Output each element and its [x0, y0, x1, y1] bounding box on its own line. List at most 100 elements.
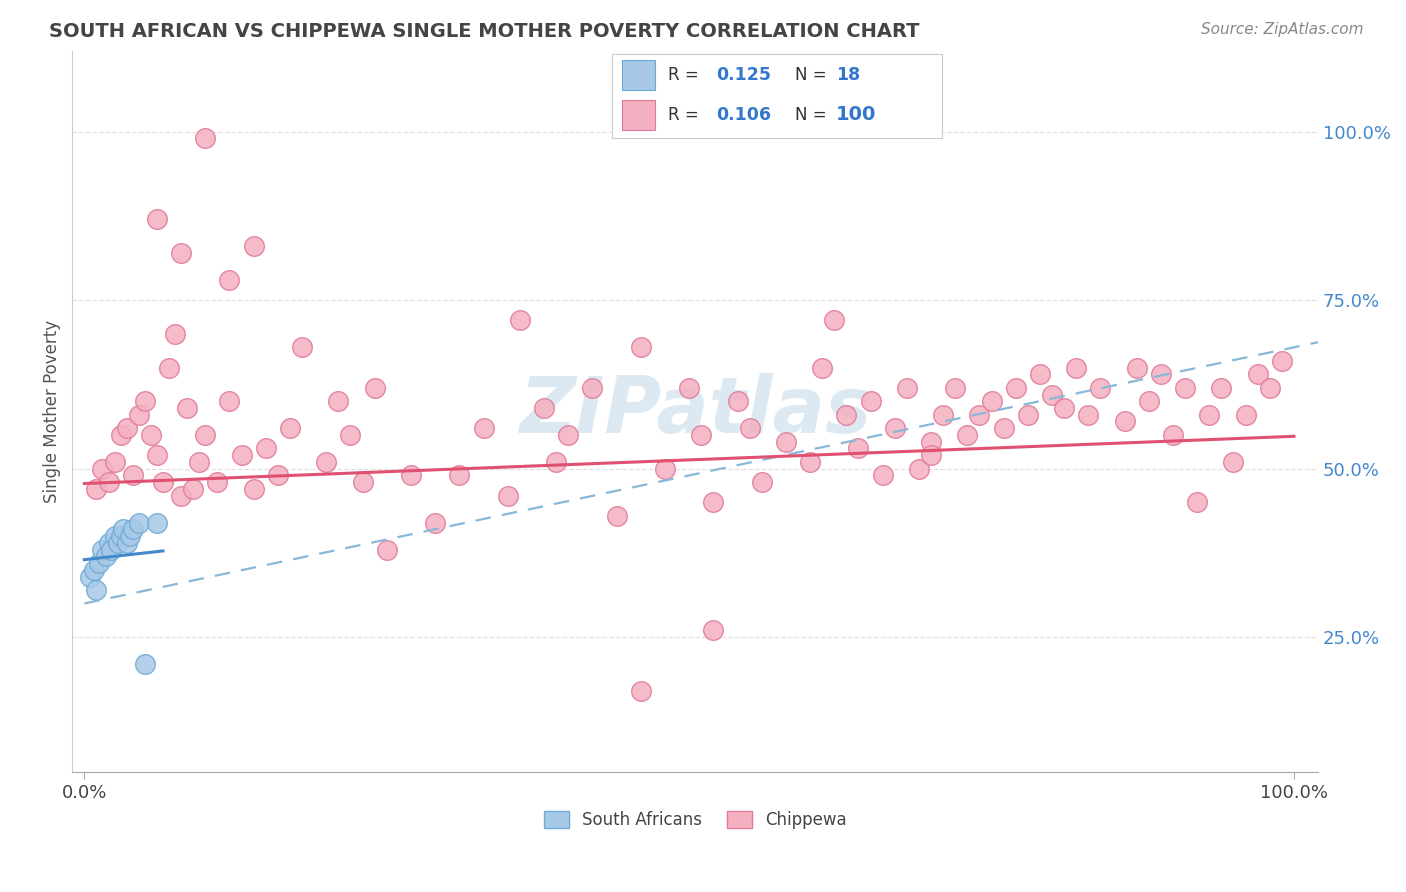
Point: [91, 542, 114, 557]
Point: [702, 495, 724, 509]
Point: [242, 239, 264, 253]
Point: [920, 434, 942, 449]
Point: [509, 313, 531, 327]
Point: [103, 455, 125, 469]
Point: [1211, 381, 1233, 395]
Point: [883, 421, 905, 435]
Point: [1077, 408, 1099, 422]
Point: [97, 536, 120, 550]
Point: [702, 624, 724, 638]
Point: [848, 442, 870, 456]
Point: [908, 461, 931, 475]
Text: 0.125: 0.125: [716, 66, 770, 84]
Point: [533, 401, 555, 415]
Point: [1222, 455, 1244, 469]
Point: [218, 273, 240, 287]
Point: [956, 428, 979, 442]
Point: [146, 448, 169, 462]
Point: [546, 455, 568, 469]
Point: [83, 563, 105, 577]
Point: [352, 475, 374, 490]
Text: 0.106: 0.106: [716, 106, 770, 124]
Point: [112, 522, 135, 536]
Point: [91, 461, 114, 475]
Point: [110, 428, 132, 442]
Point: [242, 482, 264, 496]
Point: [943, 381, 966, 395]
Point: [157, 360, 180, 375]
Point: [79, 569, 101, 583]
Point: [738, 421, 761, 435]
Point: [1064, 360, 1087, 375]
Point: [1234, 408, 1257, 422]
Point: [1090, 381, 1112, 395]
Point: [194, 131, 217, 145]
Text: SOUTH AFRICAN VS CHIPPEWA SINGLE MOTHER POVERTY CORRELATION CHART: SOUTH AFRICAN VS CHIPPEWA SINGLE MOTHER …: [49, 22, 920, 41]
Point: [811, 360, 834, 375]
Point: [363, 381, 385, 395]
Point: [1258, 381, 1281, 395]
Point: [121, 468, 143, 483]
Point: [630, 340, 652, 354]
Text: 18: 18: [837, 66, 860, 84]
Point: [254, 442, 277, 456]
Point: [1137, 394, 1160, 409]
Point: [872, 468, 894, 483]
Point: [472, 421, 495, 435]
Point: [751, 475, 773, 490]
Point: [980, 394, 1002, 409]
Point: [1114, 415, 1136, 429]
Text: R =: R =: [668, 66, 704, 84]
Point: [339, 428, 361, 442]
Point: [690, 428, 713, 442]
Point: [1053, 401, 1076, 415]
Point: [146, 212, 169, 227]
Point: [423, 516, 446, 530]
Point: [87, 556, 110, 570]
Point: [328, 394, 350, 409]
Point: [128, 516, 150, 530]
Point: [134, 394, 156, 409]
Point: [606, 508, 628, 523]
Point: [128, 408, 150, 422]
Point: [170, 489, 193, 503]
Point: [630, 684, 652, 698]
Point: [1004, 381, 1026, 395]
Point: [835, 408, 858, 422]
Point: [727, 394, 749, 409]
Point: [1174, 381, 1197, 395]
Text: Source: ZipAtlas.com: Source: ZipAtlas.com: [1201, 22, 1364, 37]
Point: [170, 246, 193, 260]
Point: [188, 455, 211, 469]
Point: [291, 340, 314, 354]
Text: ZIPatlas: ZIPatlas: [519, 374, 872, 450]
Point: [120, 529, 142, 543]
Point: [1246, 368, 1268, 382]
Point: [920, 448, 942, 462]
Point: [103, 529, 125, 543]
Text: N =: N =: [794, 106, 827, 124]
Point: [278, 421, 301, 435]
Point: [375, 542, 398, 557]
Point: [932, 408, 955, 422]
Point: [86, 482, 108, 496]
Point: [97, 475, 120, 490]
Point: [139, 428, 162, 442]
Text: N =: N =: [794, 66, 827, 84]
Point: [1185, 495, 1208, 509]
Point: [1040, 387, 1063, 401]
Point: [969, 408, 991, 422]
Point: [399, 468, 422, 483]
Point: [1017, 408, 1039, 422]
Point: [94, 549, 117, 564]
Point: [581, 381, 603, 395]
Point: [775, 434, 797, 449]
Point: [1271, 353, 1294, 368]
Point: [1150, 368, 1173, 382]
Point: [152, 475, 174, 490]
Point: [896, 381, 918, 395]
Point: [823, 313, 845, 327]
Point: [231, 448, 253, 462]
Point: [181, 482, 204, 496]
Legend: South Africans, Chippewa: South Africans, Chippewa: [537, 805, 853, 836]
